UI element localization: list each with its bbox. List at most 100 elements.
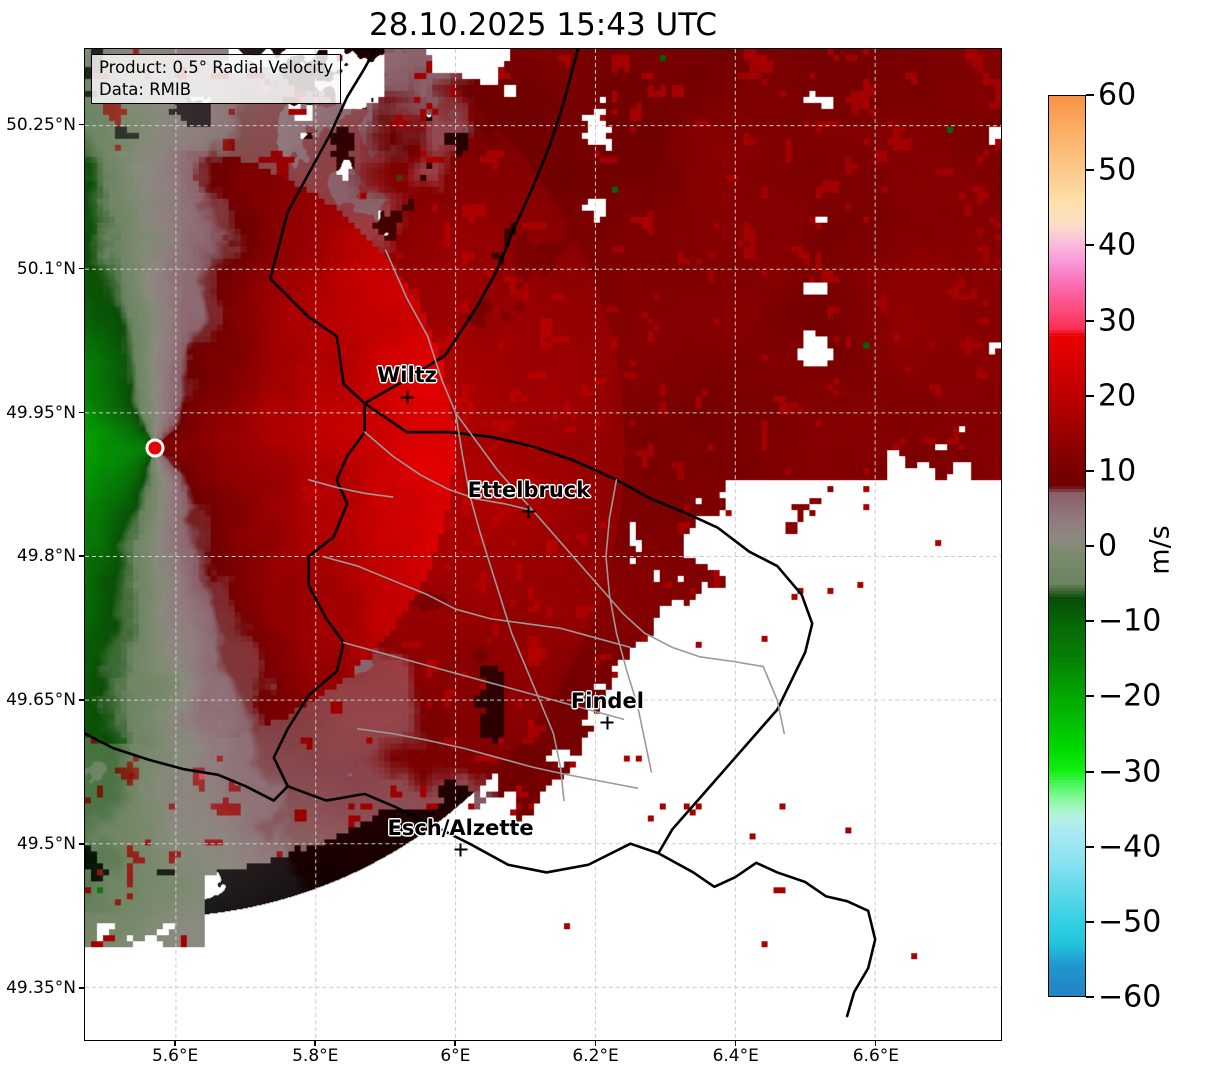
y-axis-tick-mark <box>79 123 84 126</box>
colorbar-tick-mark <box>1086 394 1094 397</box>
colorbar-tick-mark <box>1086 695 1094 698</box>
colorbar-band <box>1049 795 1085 799</box>
colorbar[interactable] <box>1048 95 1086 997</box>
admin-boundary-4 <box>342 641 625 721</box>
colorbar-band <box>1049 282 1085 286</box>
colorbar-band <box>1049 120 1085 124</box>
x-axis-tick-mark <box>874 1041 877 1046</box>
admin-boundary-5 <box>454 412 565 802</box>
colorbar-band <box>1049 738 1085 742</box>
colorbar-band <box>1049 258 1085 262</box>
colorbar-band <box>1049 609 1085 613</box>
colorbar-band <box>1049 462 1085 466</box>
city-label-findel: Findel <box>570 688 644 713</box>
colorbar-band <box>1049 744 1085 748</box>
colorbar-band <box>1049 990 1085 994</box>
x-axis-tick-label: 6.4°E <box>712 1046 759 1066</box>
colorbar-band <box>1049 936 1085 940</box>
colorbar-band <box>1049 531 1085 535</box>
colorbar-band <box>1049 204 1085 208</box>
x-axis-tick-label: 6.2°E <box>572 1046 619 1066</box>
colorbar-band <box>1049 270 1085 274</box>
colorbar-band <box>1049 759 1085 763</box>
colorbar-band <box>1049 333 1085 337</box>
colorbar-band <box>1049 474 1085 478</box>
colorbar-tick-label: −50 <box>1098 904 1162 940</box>
colorbar-unit-label: m/s <box>1144 525 1176 575</box>
y-axis-tick-label: 49.5°N <box>16 834 76 855</box>
colorbar-band <box>1049 768 1085 772</box>
colorbar-band <box>1049 612 1085 616</box>
colorbar-band <box>1049 273 1085 277</box>
colorbar-band <box>1049 573 1085 577</box>
x-axis-tick-label: 5.6°E <box>151 1046 199 1066</box>
colorbar-band <box>1049 117 1085 121</box>
colorbar-band <box>1049 519 1085 523</box>
colorbar-band <box>1049 591 1085 595</box>
colorbar-band <box>1049 177 1085 181</box>
colorbar-band <box>1049 240 1085 244</box>
colorbar-band <box>1049 741 1085 745</box>
colorbar-band <box>1049 948 1085 952</box>
colorbar-band <box>1049 804 1085 808</box>
colorbar-band <box>1049 957 1085 961</box>
colorbar-band <box>1049 153 1085 157</box>
colorbar-band <box>1049 912 1085 916</box>
colorbar-band <box>1049 438 1085 442</box>
colorbar-band <box>1049 555 1085 559</box>
colorbar-band <box>1049 507 1085 511</box>
colorbar-band <box>1049 216 1085 220</box>
colorbar-band <box>1049 606 1085 610</box>
colorbar-band <box>1049 285 1085 289</box>
y-axis-tick-label: 49.8°N <box>16 546 76 567</box>
colorbar-band <box>1049 267 1085 271</box>
colorbar-band <box>1049 549 1085 553</box>
x-axis-tick-mark <box>594 1041 597 1046</box>
colorbar-band <box>1049 483 1085 487</box>
colorbar-band <box>1049 486 1085 490</box>
colorbar-band <box>1049 726 1085 730</box>
colorbar-band <box>1049 825 1085 829</box>
colorbar-band <box>1049 417 1085 421</box>
colorbar-band <box>1049 930 1085 934</box>
colorbar-band <box>1049 546 1085 550</box>
colorbar-band <box>1049 324 1085 328</box>
x-axis-tick-mark <box>454 1041 456 1046</box>
colorbar-band <box>1049 918 1085 922</box>
colorbar-band <box>1049 525 1085 529</box>
colorbar-band <box>1049 159 1085 163</box>
colorbar-tick-mark <box>1086 545 1094 547</box>
city-marker-findel <box>600 716 614 729</box>
radar-map-axes[interactable]: Product: 0.5° Radial Velocity Data: RMIB… <box>84 48 1002 1041</box>
colorbar-band <box>1049 915 1085 919</box>
colorbar-tick-mark <box>1086 770 1094 773</box>
colorbar-band <box>1049 219 1085 223</box>
colorbar-band <box>1049 399 1085 403</box>
colorbar-band <box>1049 180 1085 184</box>
colorbar-band <box>1049 582 1085 586</box>
colorbar-band <box>1049 927 1085 931</box>
x-axis-tick-label: 6.6°E <box>852 1046 899 1066</box>
colorbar-band <box>1049 105 1085 109</box>
colorbar-band <box>1049 711 1085 715</box>
colorbar-band <box>1049 771 1085 775</box>
colorbar-band <box>1049 420 1085 424</box>
colorbar-tick-label: 30 <box>1098 303 1137 338</box>
colorbar-band <box>1049 207 1085 211</box>
colorbar-band <box>1049 414 1085 418</box>
colorbar-band <box>1049 753 1085 757</box>
colorbar-band <box>1049 429 1085 433</box>
y-axis-tick-label: 49.95°N <box>6 402 76 423</box>
colorbar-band <box>1049 186 1085 190</box>
colorbar-band <box>1049 933 1085 937</box>
colorbar-band <box>1049 882 1085 886</box>
colorbar-band <box>1049 630 1085 634</box>
colorbar-band <box>1049 342 1085 346</box>
colorbar-band <box>1049 687 1085 691</box>
y-axis-tick-label: 49.35°N <box>6 978 76 999</box>
colorbar-tick-mark <box>1086 244 1094 247</box>
radar-velocity-field <box>85 49 1001 1040</box>
colorbar-tick-label: −10 <box>1098 603 1162 639</box>
colorbar-band <box>1049 528 1085 532</box>
colorbar-band <box>1049 672 1085 676</box>
